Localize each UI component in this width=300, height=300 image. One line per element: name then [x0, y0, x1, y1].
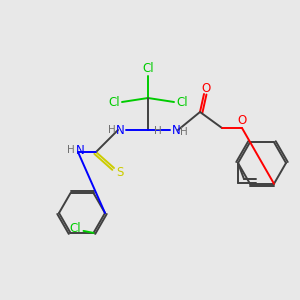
Text: O: O	[237, 113, 247, 127]
Text: H: H	[154, 126, 162, 136]
Text: H: H	[180, 127, 188, 137]
Text: N: N	[172, 124, 180, 136]
Text: Cl: Cl	[142, 61, 154, 74]
Text: N: N	[76, 143, 84, 157]
Text: Cl: Cl	[108, 97, 120, 110]
Text: O: O	[201, 82, 211, 94]
Text: Cl: Cl	[176, 97, 188, 110]
Text: H: H	[108, 125, 116, 135]
Text: Cl: Cl	[70, 222, 81, 236]
Text: S: S	[116, 166, 124, 178]
Text: H: H	[67, 145, 75, 155]
Text: N: N	[116, 124, 124, 136]
